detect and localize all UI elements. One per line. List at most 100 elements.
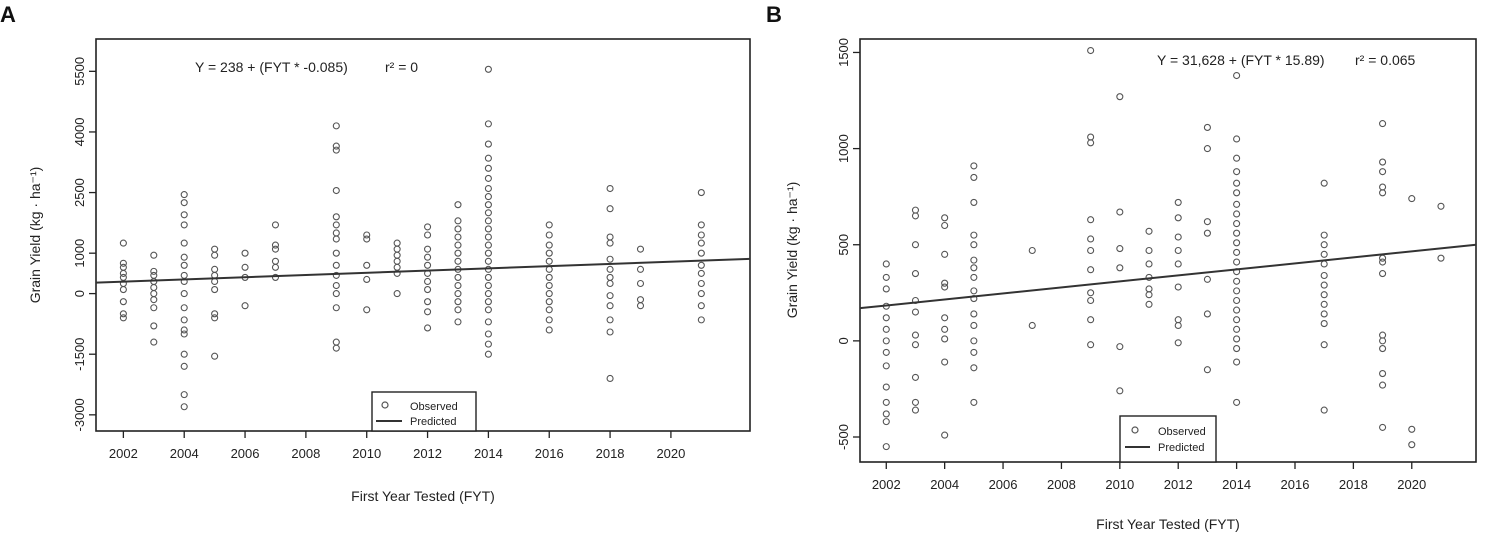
observed-point-b [970,162,978,170]
observed-point-b [941,325,949,333]
observed-point-a [484,120,492,128]
observed-point-a [332,271,340,279]
observed-point-a [119,269,127,277]
observed-point-b [1087,235,1095,243]
observed-point-b [1087,289,1095,297]
observed-point-a [119,263,127,271]
x-tick-label-b: 2014 [1222,477,1251,492]
legend-predicted-label-b: Predicted [1158,442,1204,454]
observed-point-a [545,249,553,257]
y-axis-title-a: Grain Yield (kg · ha⁻¹) [27,167,43,304]
observed-points-b [882,46,1445,451]
observed-point-b [882,348,890,356]
observed-point-a [271,245,280,253]
observed-point-b [1233,239,1241,247]
observed-point-a [697,231,705,239]
observed-point-b [1145,300,1153,308]
y-tick-label-a: -3000 [72,398,87,431]
observed-point-a [363,261,371,269]
observed-point-a [180,362,188,370]
observed-point-a [119,273,127,281]
observed-point-a [424,231,432,239]
x-tick-label-b: 2020 [1397,477,1426,492]
y-axis-title-b: Grain Yield (kg · ha⁻¹) [784,182,800,319]
observed-point-b [882,362,890,370]
observed-point-b [1437,202,1445,210]
observed-point-b [911,296,920,305]
observed-point-b [1320,271,1328,280]
observed-point-b [941,431,949,439]
observed-point-b [882,285,890,293]
observed-point-a [484,306,492,314]
observed-point-a [180,199,188,207]
observed-point-a [424,253,432,261]
observed-point-a [454,249,462,257]
observed-point-b [1174,214,1182,222]
observed-point-b [1379,270,1387,278]
observed-point-a [636,279,645,288]
observed-point-b [1379,120,1387,128]
observed-point-a [150,296,158,304]
observed-point-b [1320,406,1328,414]
observed-point-a [454,233,462,241]
observed-point-b [970,198,978,206]
observed-point-a [332,221,340,229]
observed-point-b [882,337,890,345]
observed-point-a [180,253,188,261]
observed-point-b [1379,158,1387,166]
observed-point-a [119,314,127,322]
observed-point-a [271,273,280,281]
observed-point-b [1379,381,1387,389]
observed-point-a [484,318,492,326]
x-tick-label-a: 2014 [474,446,503,461]
observed-point-a [424,298,432,306]
observed-point-a [180,239,188,247]
observed-point-b [970,310,978,318]
observed-point-a [636,302,645,310]
observed-point-a [393,239,401,247]
observed-point-a [363,235,371,243]
x-tick-label-b: 2012 [1164,477,1193,492]
observed-point-a [119,298,127,306]
predicted-line-b [859,243,1477,310]
observed-point-b [1145,246,1153,255]
legend-a: Observed Predicted [371,391,477,432]
observed-point-b [1145,285,1153,293]
observed-point-a [211,352,219,360]
observed-points-a [119,65,705,411]
observed-point-b [1087,139,1095,147]
observed-point-a [545,316,553,324]
x-tick-label-a: 2010 [352,446,381,461]
observed-point-b [1203,310,1211,318]
y-axis-b: -500 0 500 1000 1500 [836,38,860,450]
observed-point-a [454,201,462,209]
observed-point-a [332,338,340,346]
observed-point-b [882,314,890,322]
observed-point-b [1233,135,1241,143]
observed-point-a [363,231,371,239]
observed-point-a [424,308,432,316]
observed-point-b [1087,246,1095,255]
observed-point-b [970,264,978,272]
observed-point-a [697,261,705,269]
observed-point-b [911,241,920,249]
y-tick-label-a: 5500 [72,57,87,86]
x-tick-label-a: 2016 [535,446,564,461]
observed-point-b [941,358,949,366]
observed-point-b [1408,425,1416,433]
observed-point-b [882,443,890,451]
observed-point-b [941,314,949,322]
observed-point-b [1320,281,1328,289]
observed-point-b [1379,168,1387,176]
observed-point-b [1320,310,1328,318]
x-axis-title-a: First Year Tested (FYT) [351,488,495,504]
observed-point-a [454,290,462,298]
observed-point-b [1233,179,1241,187]
observed-point-b [882,398,890,406]
observed-point-a [697,279,705,288]
observed-point-a [606,292,614,300]
observed-point-a [211,310,219,318]
observed-point-b [1233,258,1241,266]
observed-point-a [545,221,553,229]
